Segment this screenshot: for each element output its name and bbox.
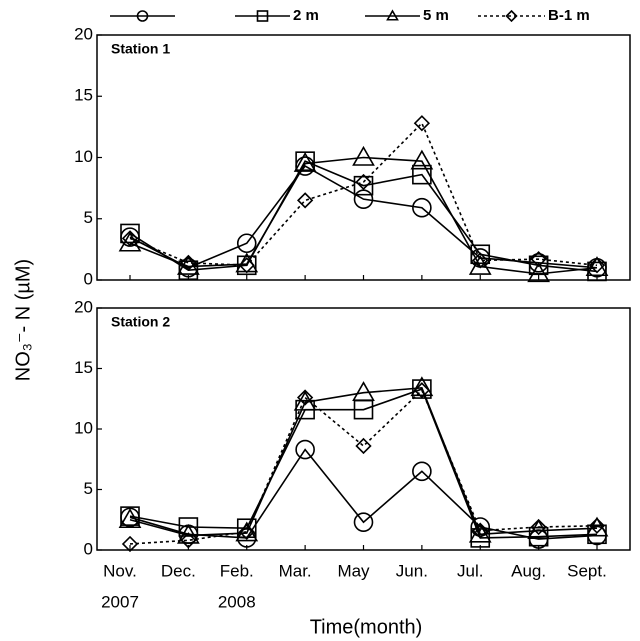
marker bbox=[236, 255, 257, 276]
series-line bbox=[129, 388, 598, 539]
marker bbox=[413, 382, 431, 399]
series-line bbox=[129, 387, 598, 537]
marker bbox=[352, 145, 375, 166]
marker bbox=[412, 164, 432, 185]
y-axis-label: NO₃⁻- N (µM) bbox=[12, 259, 34, 381]
y-tick-label: 5 bbox=[84, 479, 93, 498]
marker bbox=[118, 231, 142, 252]
marker bbox=[355, 173, 372, 191]
marker bbox=[472, 522, 489, 539]
marker bbox=[118, 508, 142, 529]
y-tick-label: 0 bbox=[84, 539, 93, 558]
marker bbox=[120, 223, 140, 244]
x-tick-year: 2008 bbox=[218, 592, 256, 611]
marker bbox=[412, 461, 432, 482]
marker bbox=[472, 252, 489, 269]
marker bbox=[293, 152, 317, 172]
y-tick-label: 10 bbox=[74, 418, 93, 437]
y-tick-label: 10 bbox=[74, 147, 93, 166]
marker bbox=[353, 175, 374, 196]
marker bbox=[587, 261, 607, 282]
y-tick-label: 5 bbox=[84, 208, 93, 227]
marker bbox=[527, 262, 551, 283]
series-line bbox=[129, 121, 598, 267]
marker bbox=[505, 9, 518, 23]
marker bbox=[468, 254, 492, 275]
marker bbox=[256, 10, 269, 22]
marker bbox=[176, 523, 200, 544]
series-line bbox=[129, 388, 598, 545]
marker bbox=[178, 260, 199, 281]
marker bbox=[386, 9, 399, 21]
panel-title: Station 1 bbox=[111, 41, 170, 57]
x-tick-year: 2007 bbox=[101, 592, 139, 611]
marker bbox=[180, 254, 197, 271]
marker bbox=[136, 10, 149, 22]
marker bbox=[353, 189, 374, 209]
x-tick-label: Jul. bbox=[457, 561, 483, 580]
x-tick-label: Aug. bbox=[511, 561, 546, 580]
marker bbox=[236, 518, 257, 539]
marker bbox=[296, 192, 314, 209]
x-tick-label: Nov. bbox=[103, 561, 137, 580]
legend-label: B-1 m bbox=[548, 7, 590, 24]
marker bbox=[235, 521, 259, 542]
marker bbox=[412, 197, 432, 218]
y-tick-label: 15 bbox=[74, 358, 93, 377]
marker bbox=[355, 437, 372, 455]
marker bbox=[121, 535, 139, 553]
marker bbox=[121, 230, 139, 247]
y-tick-label: 20 bbox=[74, 24, 93, 43]
marker bbox=[410, 149, 434, 170]
marker bbox=[180, 532, 197, 549]
marker bbox=[353, 512, 374, 532]
marker bbox=[530, 251, 547, 268]
legend-label: 2 m bbox=[293, 7, 319, 24]
marker bbox=[236, 233, 257, 254]
x-tick-label: Sept. bbox=[567, 561, 607, 580]
y-tick-label: 0 bbox=[84, 269, 93, 288]
y-tick-label: 20 bbox=[74, 297, 93, 316]
marker bbox=[588, 257, 606, 274]
x-tick-label: May bbox=[337, 561, 370, 580]
x-axis-label: Time(month) bbox=[310, 616, 423, 638]
y-tick-label: 15 bbox=[74, 86, 93, 105]
marker bbox=[410, 376, 434, 397]
series-line bbox=[129, 160, 598, 273]
marker bbox=[413, 115, 431, 132]
legend-label: 5 m bbox=[423, 7, 449, 24]
marker bbox=[120, 506, 140, 526]
x-tick-label: Mar. bbox=[279, 561, 312, 580]
x-tick-label: Dec. bbox=[161, 561, 196, 580]
series-line bbox=[129, 448, 598, 540]
marker bbox=[588, 517, 606, 534]
x-tick-label: Jun. bbox=[396, 561, 428, 580]
marker bbox=[352, 381, 375, 401]
series-line bbox=[129, 156, 598, 275]
x-tick-label: Feb. bbox=[220, 561, 254, 580]
marker bbox=[530, 518, 547, 536]
marker bbox=[238, 523, 255, 540]
panel-title: Station 2 bbox=[111, 314, 170, 330]
marker bbox=[296, 389, 314, 406]
marker bbox=[295, 439, 315, 460]
marker bbox=[470, 244, 491, 265]
marker bbox=[238, 257, 255, 274]
